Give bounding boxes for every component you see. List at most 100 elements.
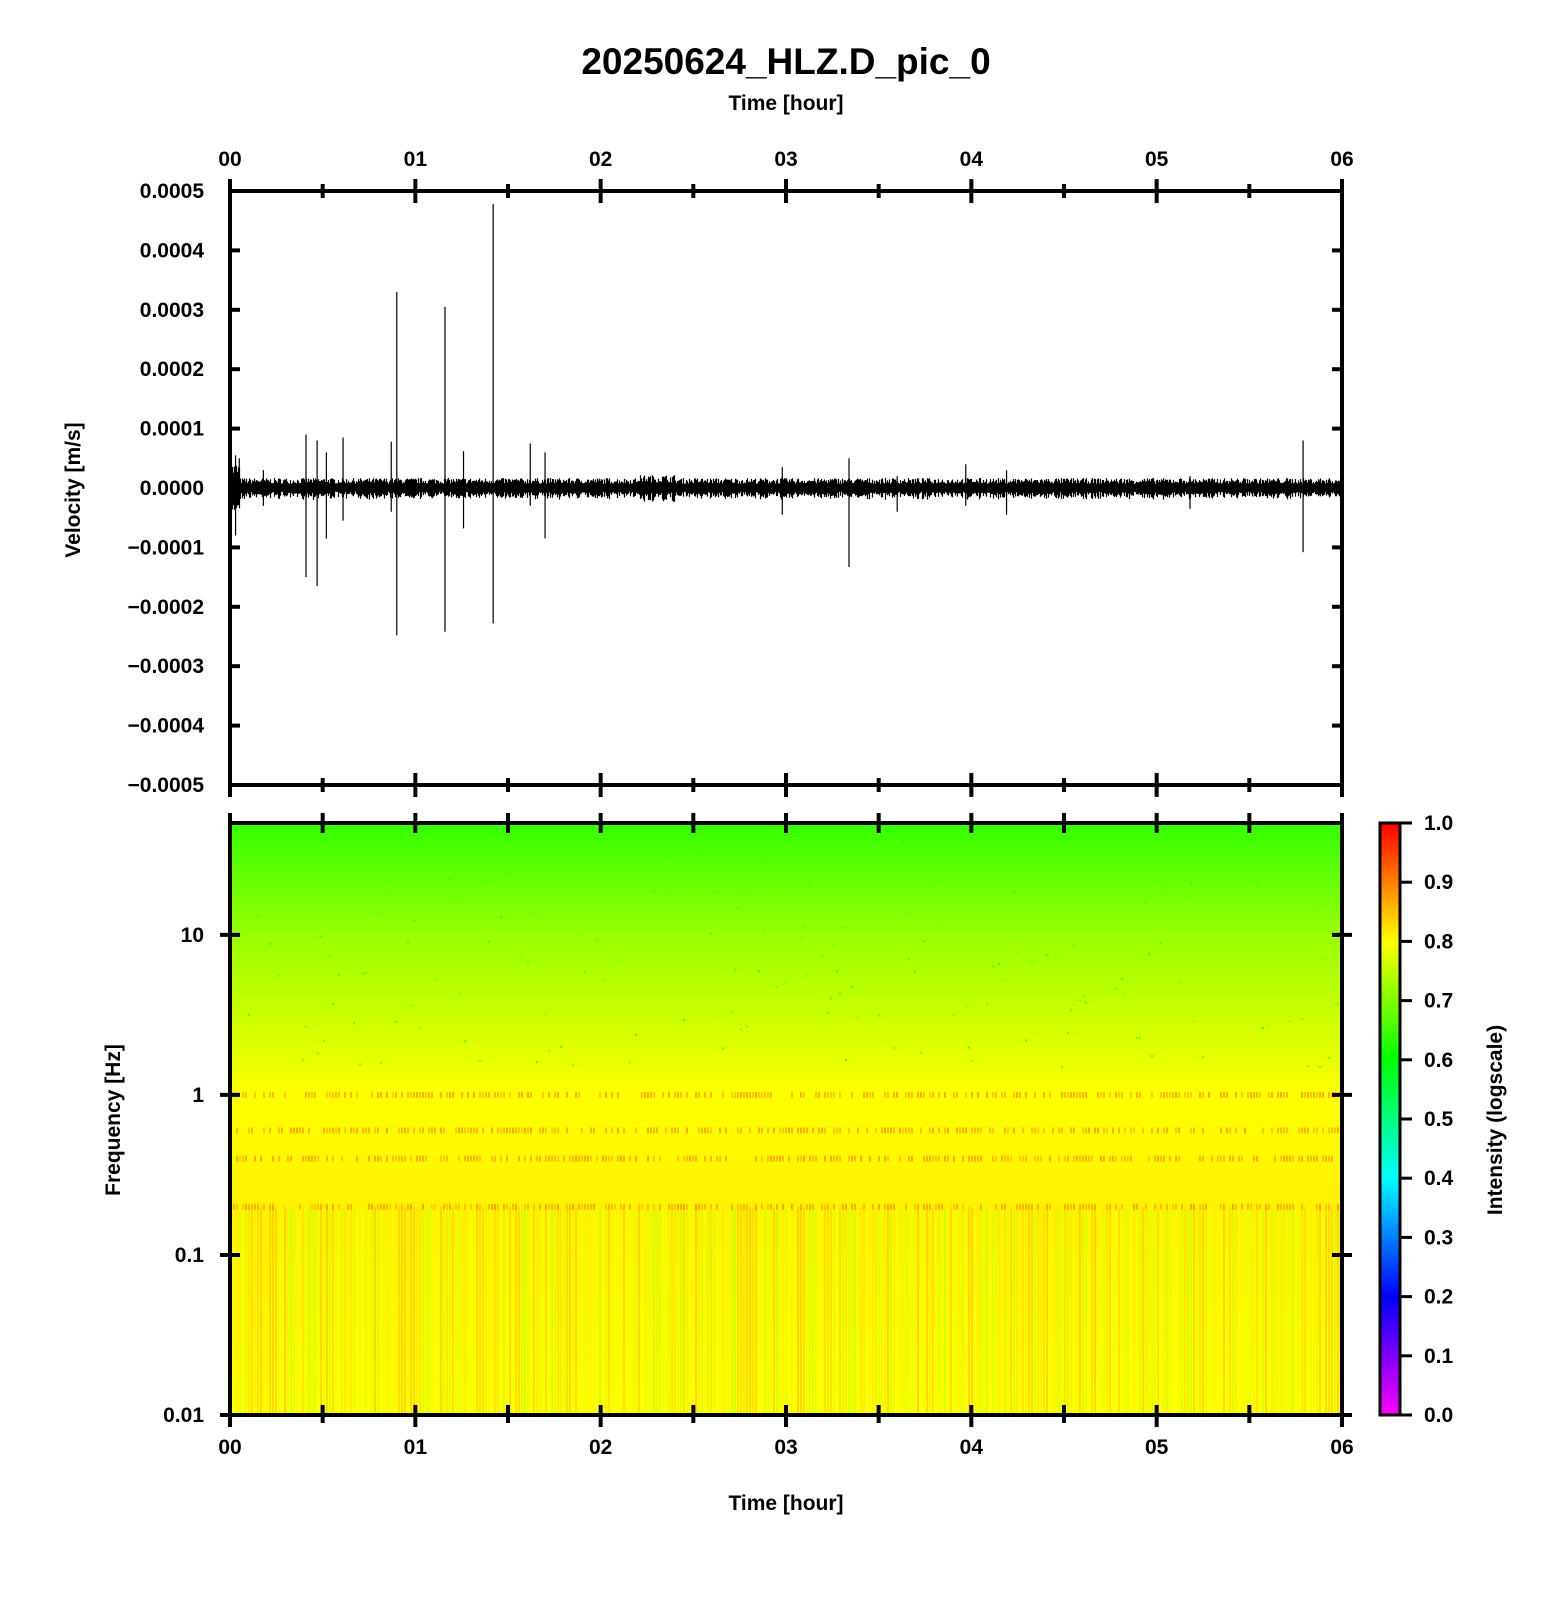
spectrogram-band-cell [467, 1091, 469, 1098]
spectrogram-band-cell [884, 1203, 886, 1210]
spectrogram-speckle [971, 1059, 973, 1062]
chart-title: 20250624_HLZ.D_pic_0 [581, 41, 990, 82]
spectrogram-band-cell [1241, 1155, 1243, 1162]
spectrogram-column [1130, 1206, 1132, 1415]
spectrogram-speckle [620, 959, 622, 962]
spectrogram-band-cell [314, 1155, 316, 1162]
spectrogram-band-cell [719, 1155, 721, 1162]
spectrogram-band-cell [704, 1155, 706, 1162]
spectrogram-speckle [698, 852, 700, 855]
spectrogram-column [368, 1206, 370, 1415]
spectrogram-column [1337, 1206, 1339, 1415]
spectrogram-band-cell [380, 1203, 382, 1210]
spectrogram-band-cell [1220, 1155, 1222, 1162]
spectrogram-band-cell [1265, 1203, 1267, 1210]
spectrogram-band-cell [1250, 1091, 1252, 1098]
spectrogram-band-cell [629, 1155, 631, 1162]
spectrogram-column [1205, 1206, 1207, 1415]
spectrogram-column [287, 1206, 289, 1415]
spectrogram-column [1007, 1206, 1009, 1415]
spectrogram-column [443, 1206, 445, 1415]
spectrogram-column [1136, 1206, 1138, 1415]
spectrogram-column [1073, 1206, 1075, 1415]
velocity-y-tick-label: −0.0002 [128, 596, 205, 619]
spectrogram-band-cell [1010, 1155, 1012, 1162]
spectrogram-band-cell [1004, 1155, 1006, 1162]
spectrogram-speckle [365, 971, 367, 974]
spectrogram-column [302, 1206, 304, 1415]
spectrogram-band-cell [458, 1127, 460, 1134]
spectrogram-column [500, 1206, 502, 1415]
spectrogram-column [779, 1206, 781, 1415]
spectrogram-band-cell [1103, 1091, 1105, 1098]
spectrogram-band-cell [830, 1155, 832, 1162]
spectrogram-speckle [248, 1014, 250, 1017]
spectrogram-speckle [1016, 951, 1018, 954]
spectrogram-band-cell [545, 1203, 547, 1210]
bottom-x-tick-label: 01 [404, 1436, 428, 1459]
spectrogram-band-cell [872, 1091, 874, 1098]
frequency-y-axis: 10 1 0.1 0.01 [163, 924, 1352, 1427]
spectrogram-speckle [983, 907, 985, 910]
spectrogram-band-cell [884, 1091, 886, 1098]
spectrogram-band-cell [1091, 1155, 1093, 1162]
spectrogram-column [590, 1206, 592, 1415]
spectrogram-band-cell [677, 1091, 679, 1098]
spectrogram-speckle [809, 882, 811, 885]
spectrogram-speckle [770, 880, 772, 883]
spectrogram-column [1148, 1206, 1150, 1415]
spectrogram-band-cell [1199, 1091, 1201, 1098]
spectrogram-column [1091, 1206, 1093, 1415]
spectrogram-column [593, 1206, 595, 1415]
spectrogram-column [542, 1206, 544, 1415]
spectrogram-speckle [521, 954, 523, 957]
spectrogram-speckle [611, 859, 613, 862]
spectrogram-band-cell [938, 1203, 940, 1210]
spectrogram-band-cell [422, 1203, 424, 1210]
spectrogram-column [851, 1206, 853, 1415]
spectrogram-band-cell [869, 1091, 871, 1098]
spectrogram-band-cell [332, 1203, 334, 1210]
spectrogram-column [491, 1206, 493, 1415]
spectrogram-column [632, 1206, 634, 1415]
spectrogram-band-cell [440, 1091, 442, 1098]
spectrogram-band-cell [494, 1203, 496, 1210]
spectrogram-speckle [629, 1061, 631, 1064]
spectrogram-column [689, 1206, 691, 1415]
spectrogram-column [1217, 1206, 1219, 1415]
spectrogram-band-cell [1160, 1091, 1162, 1098]
spectrogram-band-cell [917, 1203, 919, 1210]
spectrogram-band-cell [449, 1203, 451, 1210]
spectrogram-column [416, 1206, 418, 1415]
spectrogram-band-cell [1256, 1155, 1258, 1162]
spectrogram-band-cell [584, 1203, 586, 1210]
spectrogram-band-cell [1292, 1203, 1294, 1210]
spectrogram-band-cell [245, 1203, 247, 1210]
spectrogram-band-cell [977, 1091, 979, 1098]
spectrogram-band-cell [863, 1091, 865, 1098]
spectrogram-column [716, 1206, 718, 1415]
spectrogram-column [845, 1206, 847, 1415]
spectrogram-band-cell [263, 1091, 265, 1098]
spectrogram-column [440, 1206, 442, 1415]
spectrogram-speckle [485, 882, 487, 885]
spectrogram-speckle [380, 1062, 382, 1065]
spectrogram-band-cell [1073, 1127, 1075, 1134]
spectrogram-band-cell [323, 1127, 325, 1134]
spectrogram-band-cell [1319, 1203, 1321, 1210]
spectrogram-speckle [302, 1058, 304, 1061]
spectrogram-column [536, 1206, 538, 1415]
spectrogram-band-cell [1274, 1155, 1276, 1162]
spectrogram-column [944, 1206, 946, 1415]
spectrogram-column [1019, 1206, 1021, 1415]
velocity-y-axis: 0.0005 0.0004 0.0003 0.0002 0.0001 0.0000 −0.0… [128, 180, 1342, 797]
spectrogram-band-cell [809, 1203, 811, 1210]
spectrogram-column [344, 1206, 346, 1415]
spectrogram-band-cell [893, 1203, 895, 1210]
spectrogram-speckle [1001, 978, 1003, 981]
spectrogram-band-cell [683, 1155, 685, 1162]
spectrogram-band-cell [989, 1127, 991, 1134]
spectrogram-band-cell [581, 1155, 583, 1162]
colorbar-tick-label: 0.4 [1424, 1167, 1454, 1190]
spectrogram-speckle [638, 870, 640, 873]
